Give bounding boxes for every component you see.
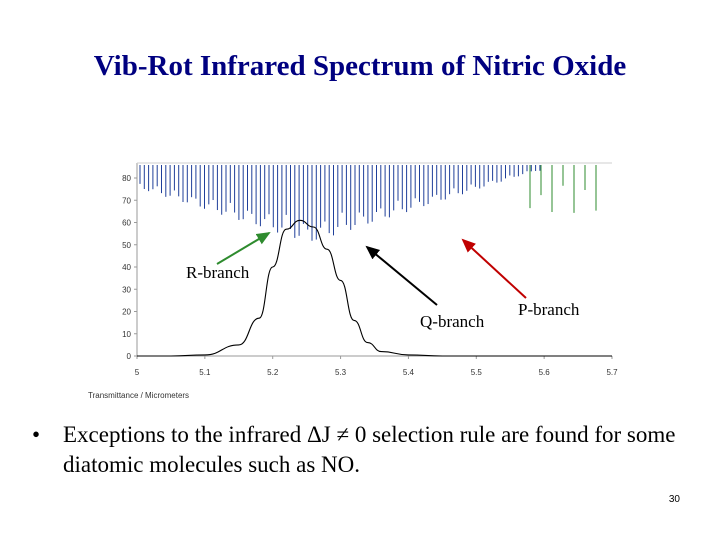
p-branch-arrow: [461, 238, 527, 299]
q-branch-arrow: [365, 245, 438, 306]
y-tick-label: 20: [122, 308, 131, 317]
x-tick-label: 5.7: [606, 368, 618, 377]
bullet-marker: •: [32, 422, 41, 447]
y-tick-label: 80: [122, 174, 131, 183]
r-branch-arrow: [216, 231, 271, 265]
slide-number: 30: [668, 494, 680, 505]
x-tick-label: 5.4: [403, 368, 415, 377]
bullet-text: Exceptions to the infrared ΔJ ≠ 0 select…: [63, 422, 676, 477]
x-tick-label: 5.2: [267, 368, 279, 377]
q-branch-label: Q-branch: [420, 312, 485, 331]
y-tick-label: 60: [122, 219, 131, 228]
y-tick-label: 70: [122, 196, 131, 205]
x-tick-label: 5.5: [471, 368, 483, 377]
y-tick-label: 30: [122, 285, 131, 294]
x-tick-label: 5.6: [539, 368, 551, 377]
x-axis-ticks: 5 5.1 5.2 5.3 5.4 5.5 5.6 5.7: [135, 356, 618, 377]
x-tick-label: 5.3: [335, 368, 347, 377]
y-tick-label: 0: [127, 352, 132, 361]
rotational-lines: [139, 165, 597, 241]
y-tick-label: 40: [122, 263, 131, 272]
x-axis-label: Transmittance / Micrometers: [88, 391, 189, 400]
y-tick-label: 50: [122, 241, 131, 250]
x-tick-label: 5.1: [199, 368, 211, 377]
slide-title: Vib-Rot Infrared Spectrum of Nitric Oxid…: [93, 50, 627, 82]
y-tick-label: 10: [122, 330, 131, 339]
p-branch-label: P-branch: [518, 300, 580, 319]
x-tick-label: 5: [135, 368, 140, 377]
band-envelope-line: [137, 219, 612, 357]
r-branch-label: R-branch: [186, 263, 250, 282]
y-axis-ticks: 0 10 20 30 40 50 60 70 80: [122, 174, 137, 361]
bullet-item: • Exceptions to the infrared ΔJ ≠ 0 sele…: [32, 420, 682, 480]
